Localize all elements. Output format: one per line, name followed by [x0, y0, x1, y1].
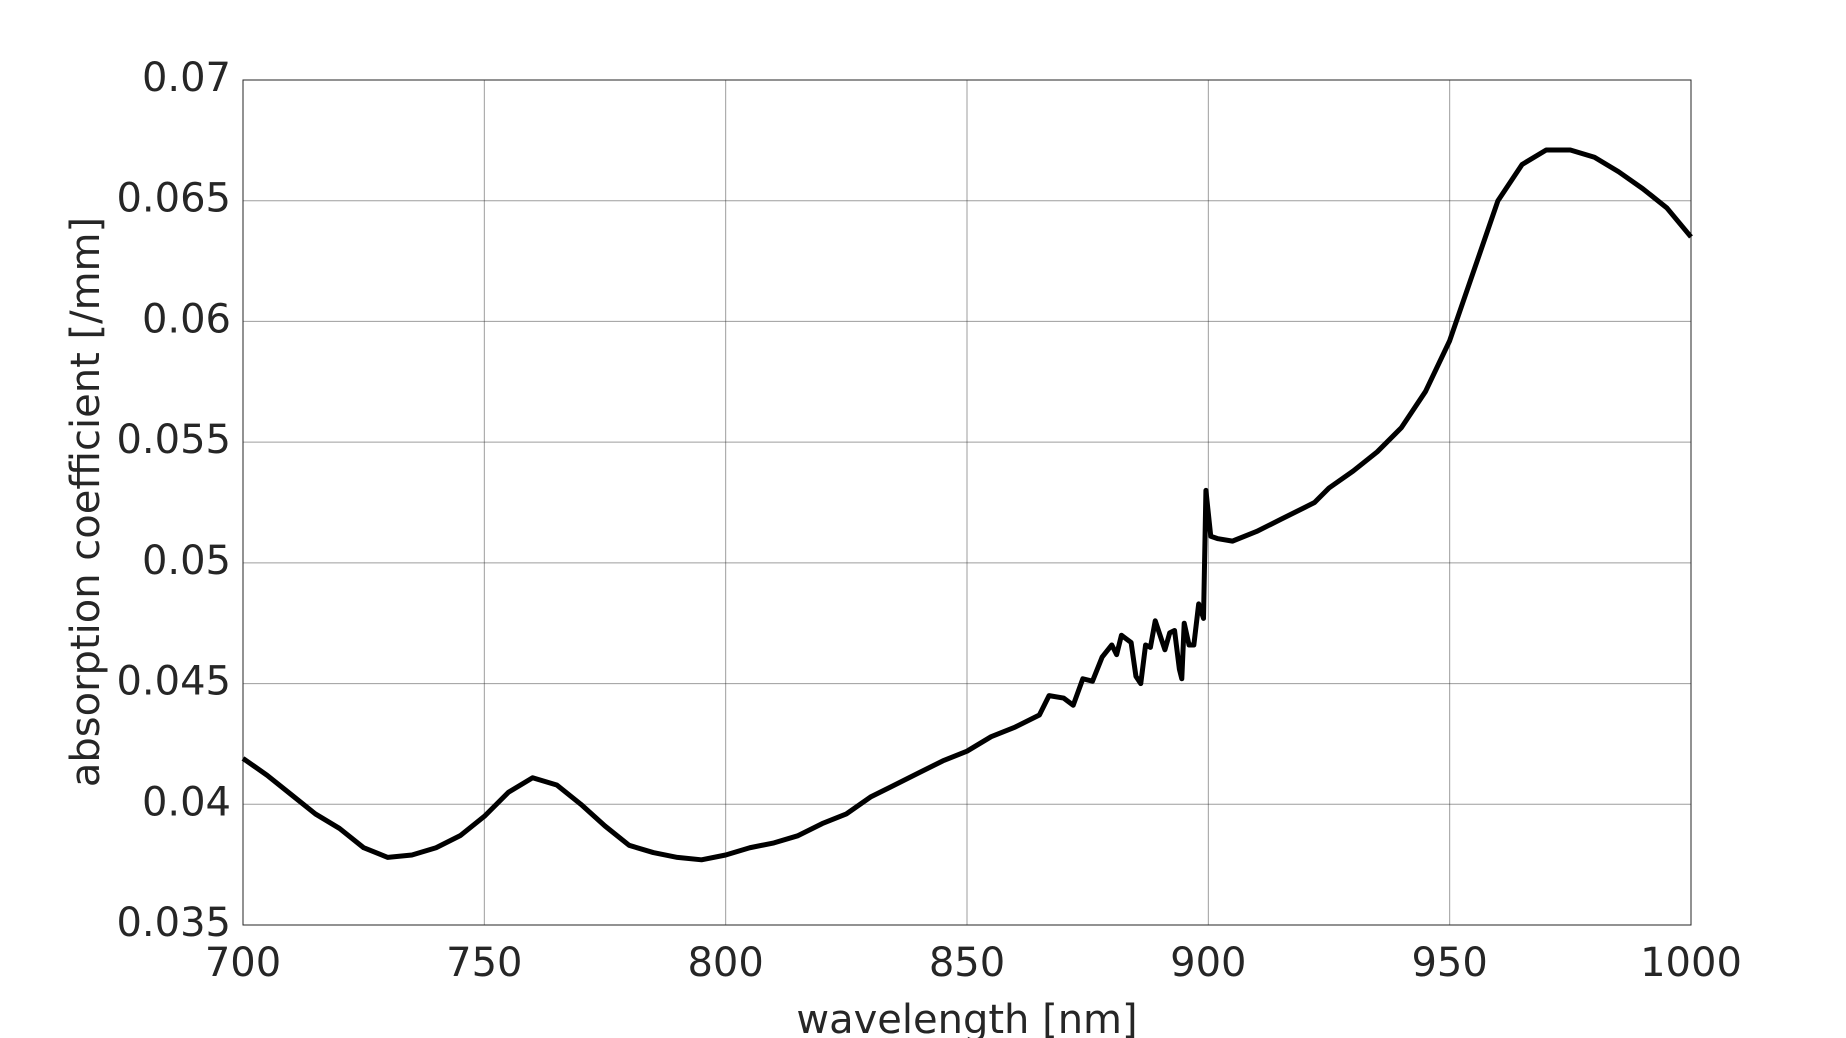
y-axis-label: absorption coefficient [/mm] — [63, 217, 109, 787]
x-tick-label: 1000 — [1640, 940, 1742, 986]
y-tick-label: 0.06 — [142, 296, 231, 342]
y-tick-label: 0.055 — [116, 417, 231, 463]
x-tick-label: 750 — [446, 940, 522, 986]
x-tick-label: 800 — [687, 940, 763, 986]
x-tick-label: 900 — [1170, 940, 1246, 986]
y-tick-label: 0.07 — [142, 55, 231, 101]
y-tick-label: 0.035 — [116, 900, 231, 946]
y-tick-label: 0.045 — [116, 659, 231, 705]
x-tick-label: 850 — [929, 940, 1005, 986]
x-tick-label: 700 — [205, 940, 281, 986]
y-tick-label: 0.04 — [142, 779, 231, 825]
plot-frame — [242, 79, 1692, 926]
x-tick-label: 950 — [1411, 940, 1487, 986]
x-axis-label: wavelength [nm] — [796, 997, 1137, 1038]
data-line — [241, 147, 1693, 863]
y-tick-label: 0.065 — [116, 176, 231, 222]
y-tick-label: 0.05 — [142, 538, 231, 584]
